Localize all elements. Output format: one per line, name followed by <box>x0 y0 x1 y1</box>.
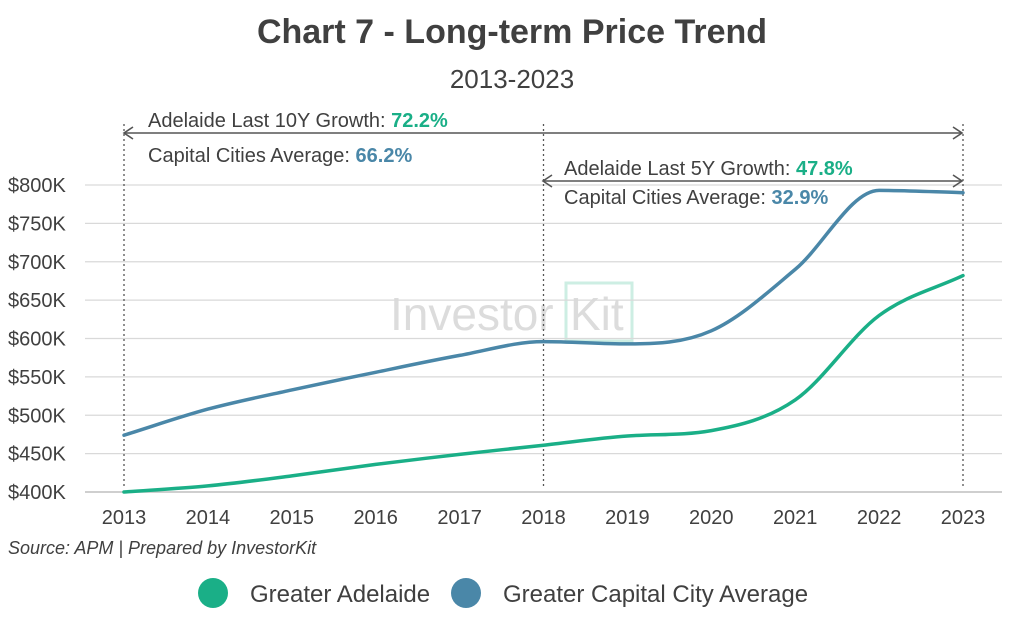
x-tick-label: 2015 <box>270 507 315 529</box>
x-tick-label: 2023 <box>941 507 986 529</box>
watermark: Investor Kit <box>390 281 634 343</box>
y-axis-tick-labels: $400K $450K $500K $550K $600K $650K $700K $750K… <box>8 175 66 504</box>
five-year-capital-text: Capital Cities Average: <box>564 187 772 209</box>
ten-year-capital-value: 66.2% <box>356 145 413 167</box>
x-tick-label: 2022 <box>857 507 902 529</box>
arrowhead-right <box>952 126 964 140</box>
five-year-capital-value: 32.9% <box>772 187 829 209</box>
arrowhead-left <box>541 174 553 188</box>
y-tick-label: $800K <box>8 175 66 197</box>
y-tick-label: $700K <box>8 252 66 274</box>
ten-year-growth-label: Adelaide Last 10Y Growth: 72.2% <box>148 110 448 132</box>
y-tick-label: $600K <box>8 329 66 351</box>
chart-title: Chart 7 - Long-term Price Trend <box>257 13 767 51</box>
y-tick-label: $400K <box>8 482 66 504</box>
ten-year-capital-label: Capital Cities Average: 66.2% <box>148 145 412 167</box>
x-tick-label: 2019 <box>605 507 650 529</box>
series-line-greater-adelaide <box>122 273 965 494</box>
x-tick-label: 2016 <box>353 507 398 529</box>
y-tick-label: $550K <box>8 367 66 389</box>
legend-label-greater-adelaide: Greater Adelaide <box>250 581 430 608</box>
x-tick-label: 2021 <box>773 507 818 529</box>
y-tick-label: $750K <box>8 213 66 235</box>
watermark-box <box>564 281 634 343</box>
five-year-capital-label: Capital Cities Average: 32.9% <box>564 187 828 209</box>
y-tick-label: $650K <box>8 290 66 312</box>
y-tick-label: $450K <box>8 444 66 466</box>
ten-year-capital-text: Capital Cities Average: <box>148 145 356 167</box>
legend-label-capital-city-average: Greater Capital City Average <box>503 581 808 608</box>
x-tick-label: 2017 <box>437 507 482 529</box>
x-tick-label: 2018 <box>521 507 566 529</box>
chart-subtitle: 2013-2023 <box>450 64 574 94</box>
ten-year-growth-text: Adelaide Last 10Y Growth: <box>148 110 391 132</box>
x-tick-label: 2014 <box>186 507 231 529</box>
x-tick-label: 2013 <box>102 507 147 529</box>
x-tick-label: 2020 <box>689 507 734 529</box>
legend: Greater Adelaide Greater Capital City Av… <box>198 578 808 608</box>
five-year-growth-text: Adelaide Last 5Y Growth: <box>564 158 796 180</box>
y-tick-label: $500K <box>8 405 66 427</box>
ten-year-growth-value: 72.2% <box>391 110 448 132</box>
annotation-five-year: Adelaide Last 5Y Growth: 47.8% Capital C… <box>541 158 964 209</box>
arrowhead-left <box>122 126 134 140</box>
legend-marker-greater-adelaide <box>198 578 228 608</box>
source-note: Source: APM | Prepared by InvestorKit <box>8 538 317 558</box>
series-line-greater-capital-city-average <box>122 188 965 437</box>
five-year-growth-value: 47.8% <box>796 158 853 180</box>
series-lines <box>122 188 965 494</box>
arrowhead-right <box>952 174 964 188</box>
watermark-right: Kit <box>570 288 624 340</box>
x-axis-tick-labels: 2013 2014 2015 2016 2017 2018 2019 2020 2021 2022… <box>102 507 986 529</box>
five-year-growth-label: Adelaide Last 5Y Growth: 47.8% <box>564 158 853 180</box>
watermark-left: Investor <box>390 288 554 340</box>
annotation-ten-year: Adelaide Last 10Y Growth: 72.2% Capital … <box>122 110 964 167</box>
legend-marker-capital-city-average <box>451 578 481 608</box>
annotation-guides <box>123 124 964 488</box>
